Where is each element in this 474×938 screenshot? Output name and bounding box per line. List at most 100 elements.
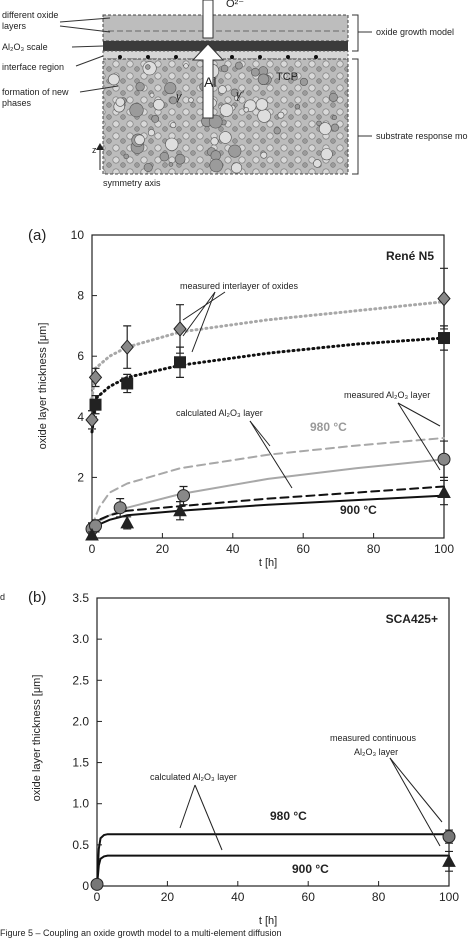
- data-point-diamond: [437, 290, 451, 307]
- precipitate: [251, 67, 260, 77]
- precipitate: [243, 107, 249, 113]
- data-point-triangle: [442, 854, 456, 867]
- precipitate: [320, 148, 333, 161]
- y-tick-label: 1.5: [72, 756, 89, 770]
- precipitate: [183, 63, 189, 69]
- gamma-label: γ: [176, 91, 183, 103]
- x-tick-label: 40: [231, 890, 245, 904]
- x-tick-label: 0: [94, 890, 101, 904]
- data-point-circle: [177, 489, 191, 503]
- ann-meas-b-1: measured continuous: [330, 733, 417, 743]
- precipitate: [153, 98, 165, 111]
- precipitate: [318, 122, 332, 135]
- precipitate: [313, 159, 322, 168]
- interface-particle: [146, 55, 150, 59]
- precipitate: [219, 131, 232, 144]
- interface-particle: [258, 55, 262, 59]
- precipitate: [145, 64, 151, 70]
- series-line-0: [96, 833, 450, 887]
- label-new-phases-2: phases: [2, 98, 32, 108]
- precipitate: [316, 120, 322, 127]
- data-point-diamond: [120, 339, 134, 355]
- panel-a-label: (a): [28, 227, 46, 244]
- x-tick-label: 100: [439, 890, 459, 904]
- side-fragment: d: [0, 592, 5, 602]
- oxygen-label: O²⁻: [226, 0, 244, 10]
- data-point-diamond: [88, 369, 103, 386]
- panel-b-label: (b): [28, 589, 46, 606]
- x-tick-label: 20: [156, 542, 170, 556]
- precipitate: [168, 162, 174, 167]
- precipitate: [330, 123, 339, 132]
- precipitate: [159, 152, 170, 162]
- x-tick-label: 80: [372, 890, 386, 904]
- precipitate: [123, 153, 129, 160]
- series-line-4: [91, 485, 445, 530]
- panel-b-title: SCA425+: [386, 612, 438, 626]
- interface-region: [102, 50, 349, 60]
- y-tick-label: 0.5: [72, 838, 89, 852]
- data-point-circle: [113, 501, 127, 515]
- series-line-2: [91, 437, 445, 527]
- x-tick-label: 60: [302, 890, 316, 904]
- y-tick-label: 6: [77, 349, 84, 363]
- precipitate: [210, 137, 219, 146]
- precipitate: [257, 73, 270, 86]
- ann-interlayer: measured interlayer of oxides: [180, 281, 299, 291]
- data-point-triangle: [120, 515, 135, 529]
- label-980-b: 980 °C: [270, 809, 307, 823]
- label-al2o3-scale: Al₂O₃ scale: [2, 42, 48, 52]
- precipitate: [328, 92, 338, 102]
- precipitate: [291, 74, 298, 81]
- x-tick-label: 100: [434, 542, 454, 556]
- panel-a: (a) René N5 oxide layer thickness [μm] t…: [0, 227, 454, 602]
- series-line-0: [90, 300, 446, 401]
- precipitate: [299, 77, 308, 86]
- precipitate: [135, 82, 145, 92]
- precipitate: [257, 109, 272, 123]
- y-tick-label: 3.0: [72, 632, 89, 646]
- precipitate: [234, 61, 243, 70]
- y-tick-label: 0: [82, 879, 89, 893]
- data-point-square: [121, 377, 134, 390]
- panel-b-frame: [96, 597, 450, 887]
- data-point-circle: [90, 877, 104, 891]
- data-point-diamond: [173, 321, 187, 337]
- label-oxide-layers-2: layers: [2, 21, 27, 31]
- precipitate: [277, 111, 285, 119]
- interface-particle: [286, 55, 290, 59]
- data-point-triangle: [437, 485, 451, 499]
- x-tick-label: 40: [226, 542, 240, 556]
- y-tick-label: 8: [77, 289, 84, 303]
- label-new-phases-1: formation of new: [2, 87, 69, 97]
- y-tick-label: 1.0: [72, 797, 89, 811]
- precipitate: [164, 82, 177, 95]
- precipitate: [220, 64, 229, 73]
- precipitate: [108, 73, 120, 86]
- oxide-layers-box: [102, 14, 349, 42]
- series-line-5: [91, 494, 445, 533]
- x-tick-label: 0: [89, 542, 96, 556]
- ann-calc-b: calculated Al₂O₃ layer: [150, 772, 237, 782]
- interface-particle: [230, 55, 234, 59]
- data-point-square: [174, 356, 186, 369]
- data-point-triangle: [173, 503, 187, 517]
- x-tick-label: 60: [297, 542, 311, 556]
- y-tick-label: 4: [77, 410, 84, 424]
- precipitate: [174, 153, 186, 165]
- precipitate: [331, 115, 337, 121]
- label-900-b: 900 °C: [292, 862, 329, 876]
- precipitate: [294, 103, 301, 110]
- x-tick-label: 20: [161, 890, 175, 904]
- data-point-triangle: [85, 527, 99, 541]
- x-tick-label: 80: [367, 542, 381, 556]
- series-line-1: [90, 336, 446, 434]
- ann-calc-a: calculated Al₂O₃ layer: [176, 408, 263, 418]
- al-arrow: [191, 43, 225, 119]
- label-900-a: 900 °C: [340, 503, 377, 517]
- precipitate: [134, 134, 145, 145]
- precipitate: [151, 115, 160, 123]
- precipitate: [149, 92, 155, 98]
- label-oxide-layers-1: different oxide: [2, 10, 58, 20]
